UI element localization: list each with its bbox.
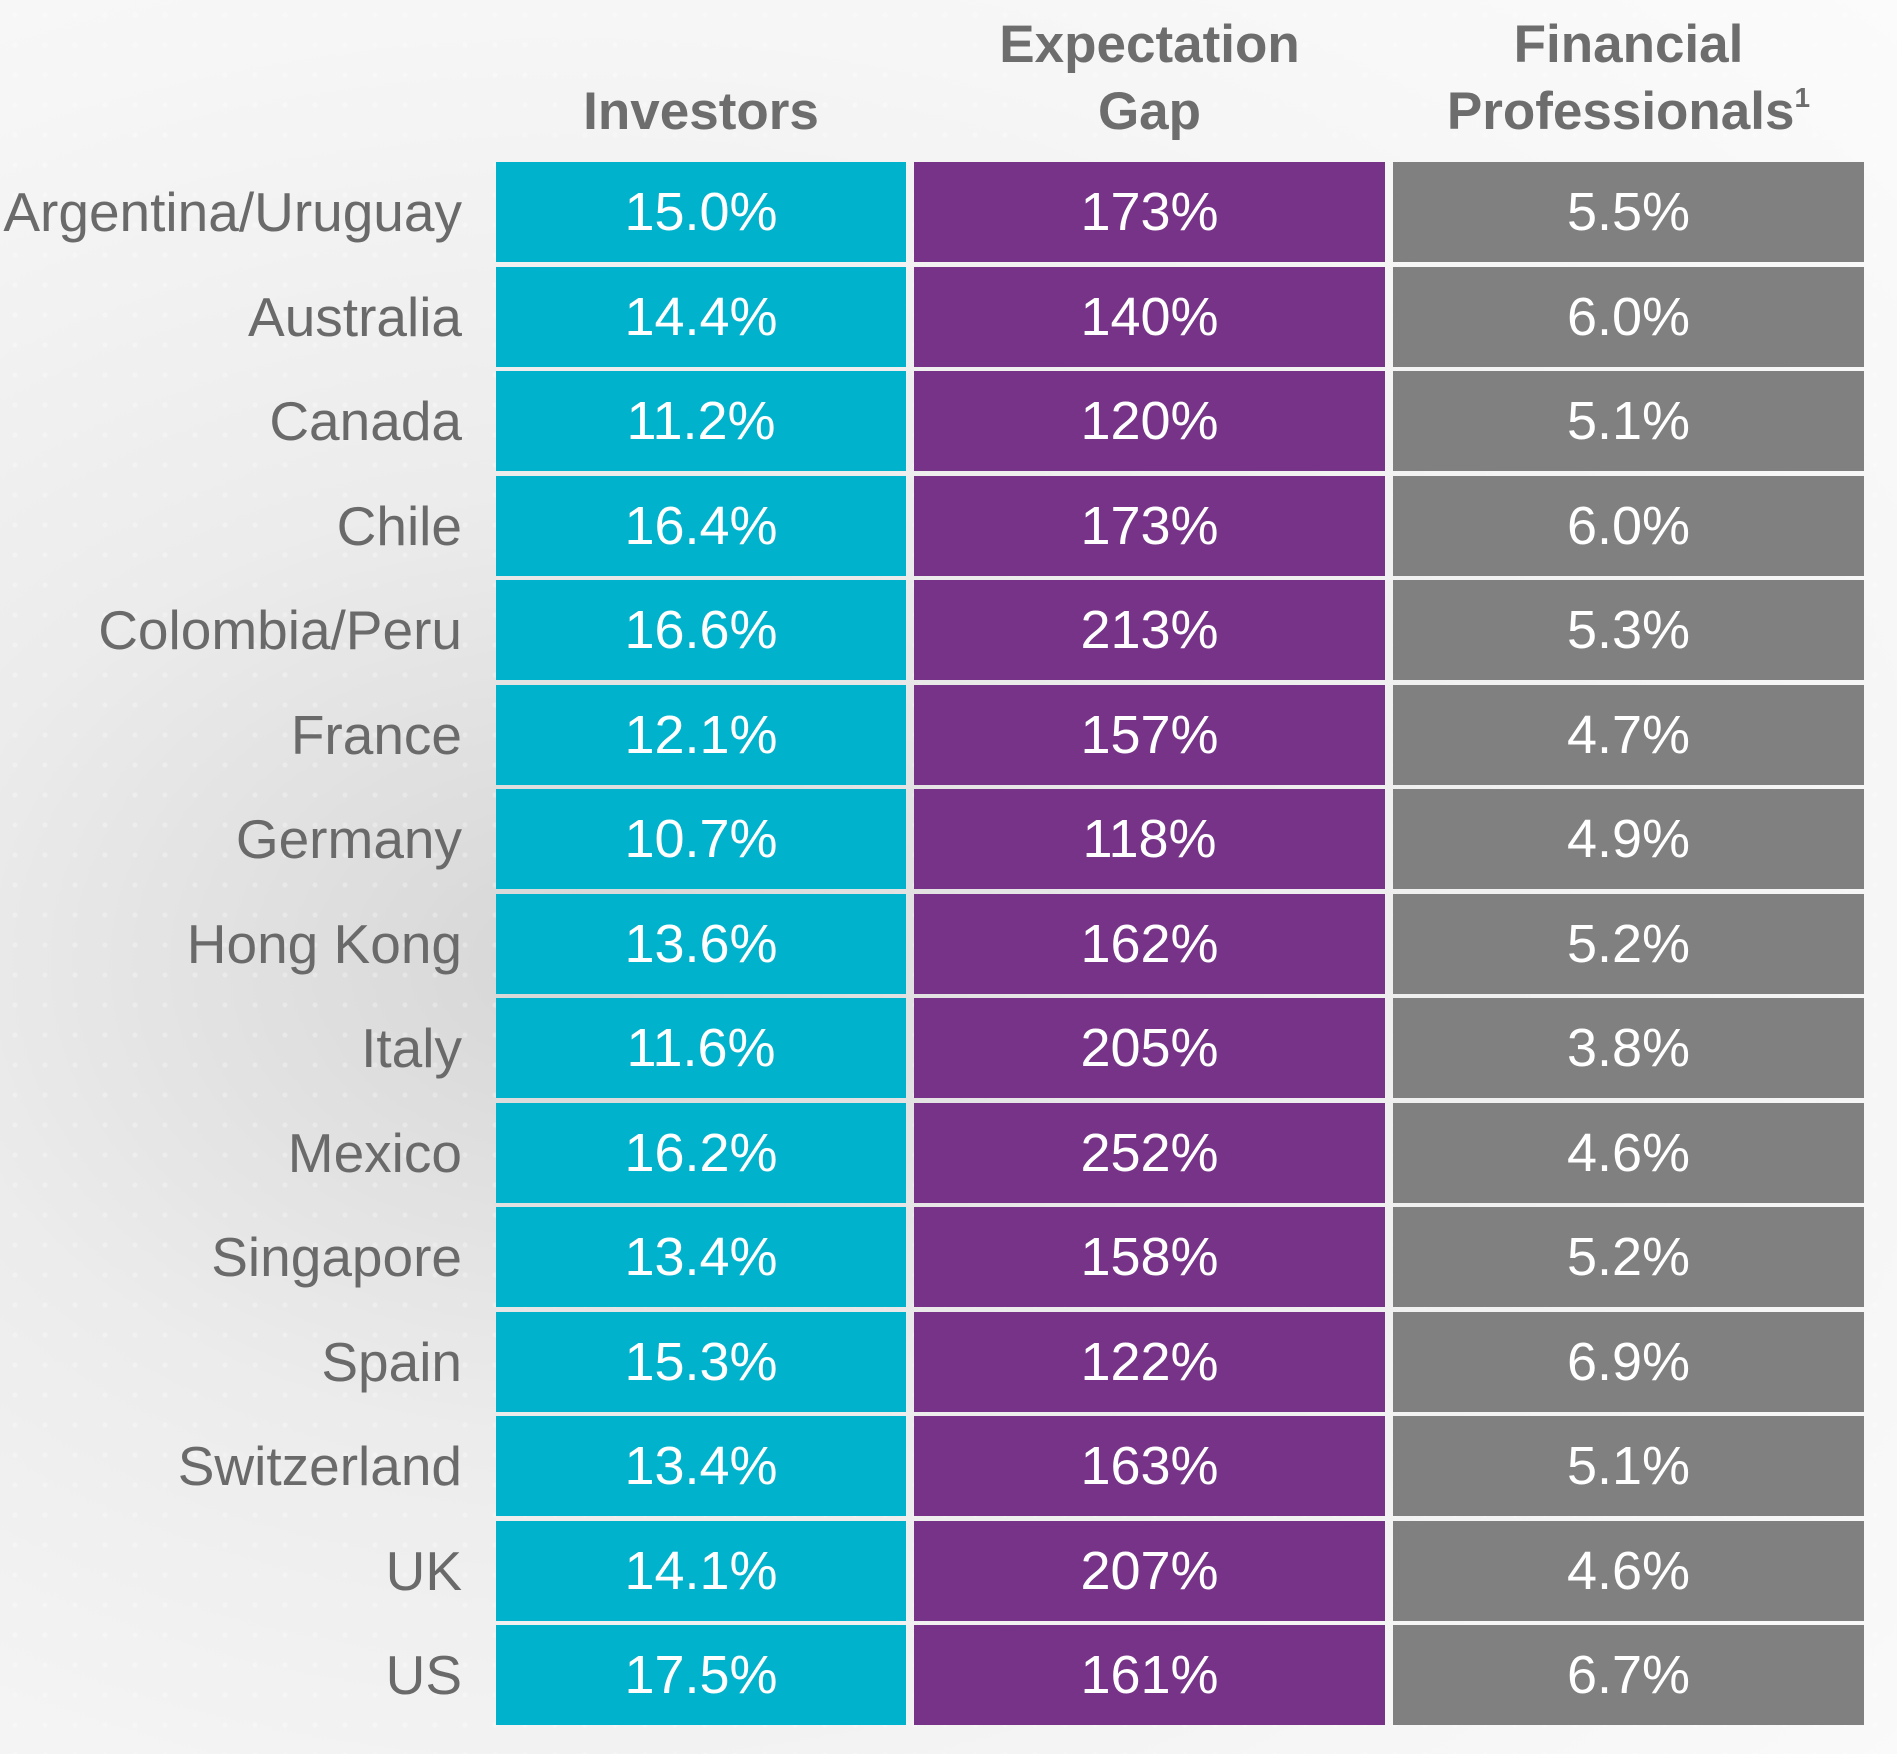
- header-expectation-gap: Expectation Gap: [914, 15, 1385, 145]
- professionals-cell: 5.5%: [1393, 162, 1864, 262]
- gap-cell: 213%: [914, 580, 1385, 680]
- gap-cell: 163%: [914, 1416, 1385, 1516]
- investors-cell: 16.6%: [496, 580, 906, 680]
- header-fin-line2: Professionals1: [1447, 78, 1810, 145]
- investors-cell: 15.0%: [496, 162, 906, 262]
- gap-cell: 205%: [914, 998, 1385, 1098]
- professionals-cell: 4.7%: [1393, 685, 1864, 785]
- country-label: UK: [385, 1540, 462, 1602]
- header-investors: Investors: [496, 15, 906, 145]
- investors-cell: 12.1%: [496, 685, 906, 785]
- country-label: Germany: [235, 808, 462, 870]
- country-label: Italy: [361, 1017, 462, 1079]
- country-label: Hong Kong: [186, 913, 462, 975]
- professionals-cell: 5.2%: [1393, 894, 1864, 994]
- footnote-marker: 1: [1794, 82, 1811, 113]
- header-gap-line1: Expectation: [999, 15, 1300, 74]
- investors-cell: 16.2%: [496, 1103, 906, 1203]
- investors-cell: 13.4%: [496, 1416, 906, 1516]
- professionals-cell: 4.9%: [1393, 789, 1864, 889]
- professionals-cell: 4.6%: [1393, 1103, 1864, 1203]
- gap-cell: 118%: [914, 789, 1385, 889]
- header-financial-professionals: Financial Professionals1: [1393, 15, 1864, 145]
- country-label: Mexico: [287, 1122, 462, 1184]
- country-label: US: [385, 1644, 462, 1706]
- gap-cell: 173%: [914, 476, 1385, 576]
- header-gap-line2: Gap: [1097, 82, 1202, 141]
- investors-cell: 11.2%: [496, 371, 906, 471]
- country-label: Spain: [321, 1331, 462, 1393]
- professionals-cell: 6.7%: [1393, 1625, 1864, 1725]
- investors-cell: 16.4%: [496, 476, 906, 576]
- header-fin-line1: Financial: [1513, 15, 1744, 74]
- gap-cell: 173%: [914, 162, 1385, 262]
- professionals-cell: 5.1%: [1393, 371, 1864, 471]
- country-label: Argentina/Uruguay: [3, 181, 462, 243]
- gap-cell: 157%: [914, 685, 1385, 785]
- professionals-cell: 4.6%: [1393, 1521, 1864, 1621]
- gap-cell: 122%: [914, 1312, 1385, 1412]
- gap-cell: 140%: [914, 267, 1385, 367]
- investors-cell: 10.7%: [496, 789, 906, 889]
- investors-cell: 11.6%: [496, 998, 906, 1098]
- country-label: Australia: [248, 286, 462, 348]
- country-label: Switzerland: [177, 1435, 462, 1497]
- gap-cell: 162%: [914, 894, 1385, 994]
- country-label: France: [290, 704, 462, 766]
- country-label: Chile: [336, 495, 462, 557]
- professionals-cell: 5.2%: [1393, 1207, 1864, 1307]
- gap-cell: 161%: [914, 1625, 1385, 1725]
- country-label: Canada: [269, 390, 462, 452]
- investors-cell: 13.4%: [496, 1207, 906, 1307]
- professionals-cell: 5.3%: [1393, 580, 1864, 680]
- country-label: Colombia/Peru: [98, 599, 462, 661]
- investors-cell: 14.1%: [496, 1521, 906, 1621]
- professionals-cell: 6.0%: [1393, 476, 1864, 576]
- investors-cell: 13.6%: [496, 894, 906, 994]
- gap-cell: 252%: [914, 1103, 1385, 1203]
- investors-cell: 17.5%: [496, 1625, 906, 1725]
- header-investors-label: Investors: [583, 82, 819, 141]
- gap-cell: 207%: [914, 1521, 1385, 1621]
- professionals-cell: 6.9%: [1393, 1312, 1864, 1412]
- professionals-cell: 3.8%: [1393, 998, 1864, 1098]
- country-label: Singapore: [211, 1226, 462, 1288]
- header-fin-line2-text: Professionals: [1446, 82, 1795, 141]
- investors-cell: 15.3%: [496, 1312, 906, 1412]
- gap-cell: 158%: [914, 1207, 1385, 1307]
- gap-cell: 120%: [914, 371, 1385, 471]
- professionals-cell: 5.1%: [1393, 1416, 1864, 1516]
- investors-cell: 14.4%: [496, 267, 906, 367]
- professionals-cell: 6.0%: [1393, 267, 1864, 367]
